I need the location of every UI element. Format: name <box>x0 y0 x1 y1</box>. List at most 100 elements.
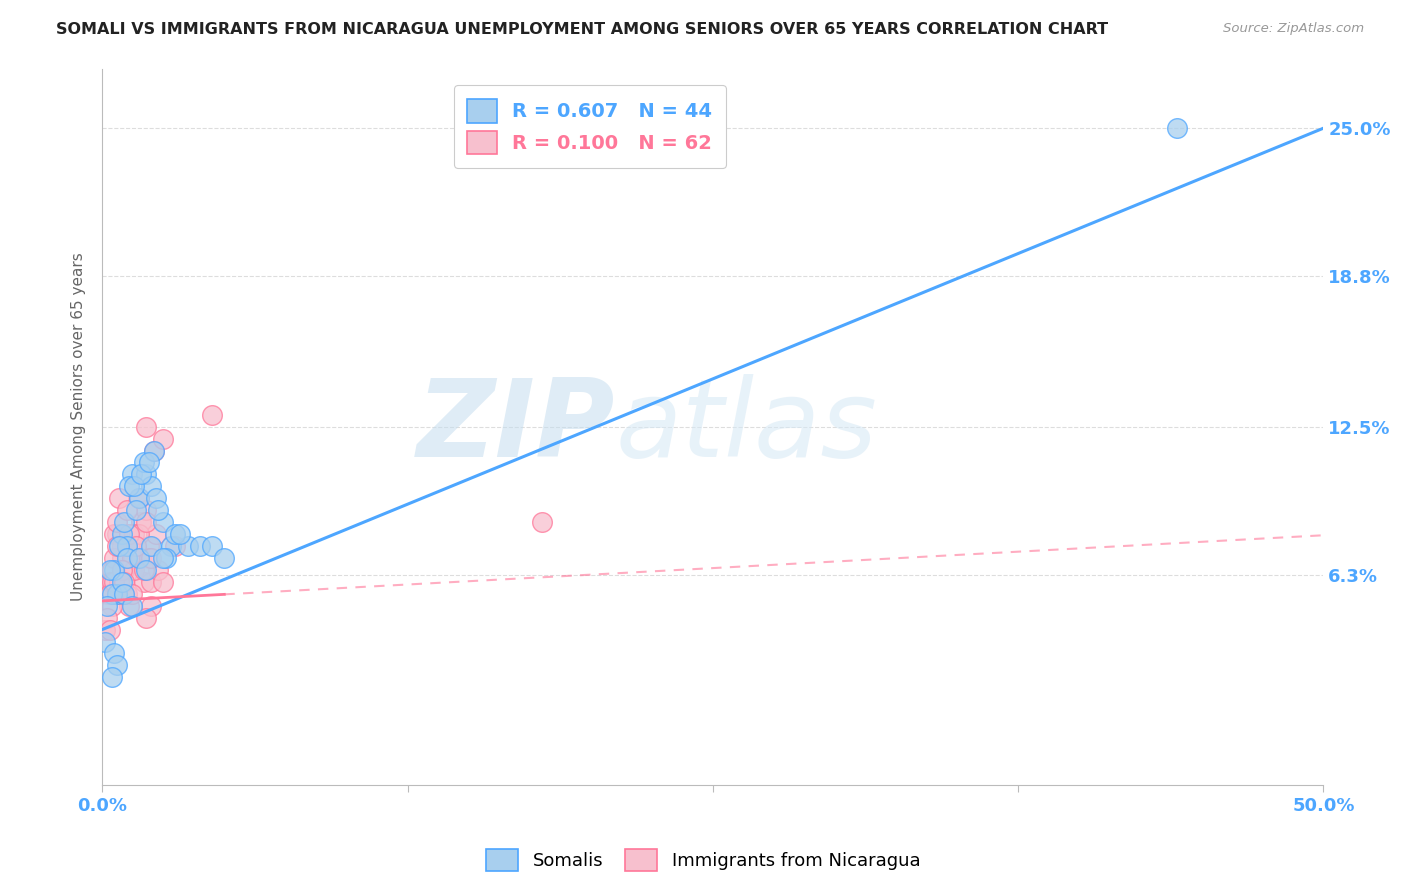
Point <box>111 551 134 566</box>
Point <box>121 587 143 601</box>
Text: atlas: atlas <box>614 374 877 479</box>
Point <box>214 551 236 566</box>
Point <box>122 479 145 493</box>
Point <box>103 563 125 577</box>
Point <box>121 551 143 566</box>
Point <box>115 587 138 601</box>
Point <box>108 491 131 506</box>
Point <box>135 610 157 624</box>
Text: ZIP: ZIP <box>416 374 614 480</box>
Point <box>125 539 148 553</box>
Point <box>138 551 160 566</box>
Point <box>115 539 138 553</box>
Point <box>129 467 152 482</box>
Point <box>148 503 170 517</box>
Point <box>128 491 150 506</box>
Point <box>159 539 181 553</box>
Point <box>112 515 135 529</box>
Point <box>103 647 125 661</box>
Point <box>139 599 162 613</box>
Point <box>115 503 138 517</box>
Point <box>165 527 187 541</box>
Text: SOMALI VS IMMIGRANTS FROM NICARAGUA UNEMPLOYMENT AMONG SENIORS OVER 65 YEARS COR: SOMALI VS IMMIGRANTS FROM NICARAGUA UNEM… <box>56 22 1108 37</box>
Point <box>115 551 138 566</box>
Point <box>115 539 138 553</box>
Point <box>139 539 162 553</box>
Point <box>111 539 134 553</box>
Point <box>152 515 174 529</box>
Point <box>129 515 152 529</box>
Point <box>96 587 118 601</box>
Point <box>118 599 141 613</box>
Point <box>111 527 134 541</box>
Point <box>135 419 157 434</box>
Point <box>188 539 211 553</box>
Point <box>105 527 128 541</box>
Point <box>169 527 191 541</box>
Point <box>98 623 121 637</box>
Point <box>128 551 150 566</box>
Point <box>112 587 135 601</box>
Point <box>132 574 155 589</box>
Point <box>108 539 131 553</box>
Point <box>121 563 143 577</box>
Point <box>142 443 165 458</box>
Point <box>145 491 167 506</box>
Point <box>132 455 155 469</box>
Point <box>111 563 134 577</box>
Point <box>101 670 124 684</box>
Point <box>111 563 134 577</box>
Point <box>112 587 135 601</box>
Point <box>96 599 118 613</box>
Point <box>165 539 187 553</box>
Point <box>530 515 553 529</box>
Point <box>148 563 170 577</box>
Point <box>1166 121 1188 136</box>
Point <box>105 658 128 673</box>
Point <box>108 574 131 589</box>
Point <box>103 574 125 589</box>
Text: Source: ZipAtlas.com: Source: ZipAtlas.com <box>1223 22 1364 36</box>
Point <box>112 563 135 577</box>
Point <box>152 574 174 589</box>
Point <box>118 527 141 541</box>
Point <box>145 527 167 541</box>
Point <box>132 563 155 577</box>
Point <box>142 443 165 458</box>
Point <box>105 515 128 529</box>
Point <box>101 563 124 577</box>
Point <box>122 563 145 577</box>
Point <box>112 574 135 589</box>
Point <box>201 408 224 422</box>
Point <box>135 467 157 482</box>
Point <box>101 587 124 601</box>
Point <box>98 563 121 577</box>
Point <box>121 599 143 613</box>
Point <box>125 503 148 517</box>
Legend: R = 0.607   N = 44, R = 0.100   N = 62: R = 0.607 N = 44, R = 0.100 N = 62 <box>454 86 725 168</box>
Legend: Somalis, Immigrants from Nicaragua: Somalis, Immigrants from Nicaragua <box>478 842 928 879</box>
Point <box>135 563 157 577</box>
Point <box>105 587 128 601</box>
Point <box>98 574 121 589</box>
Point <box>125 539 148 553</box>
Point <box>101 599 124 613</box>
Point <box>121 467 143 482</box>
Point <box>93 623 115 637</box>
Point <box>105 539 128 553</box>
Point <box>201 539 224 553</box>
Point <box>111 574 134 589</box>
Point <box>128 491 150 506</box>
Point <box>139 574 162 589</box>
Point <box>121 551 143 566</box>
Point <box>129 551 152 566</box>
Point <box>135 515 157 529</box>
Point <box>122 527 145 541</box>
Point <box>138 455 160 469</box>
Point <box>93 634 115 648</box>
Point <box>152 551 174 566</box>
Point <box>103 551 125 566</box>
Point <box>135 503 157 517</box>
Point <box>103 527 125 541</box>
Point <box>118 479 141 493</box>
